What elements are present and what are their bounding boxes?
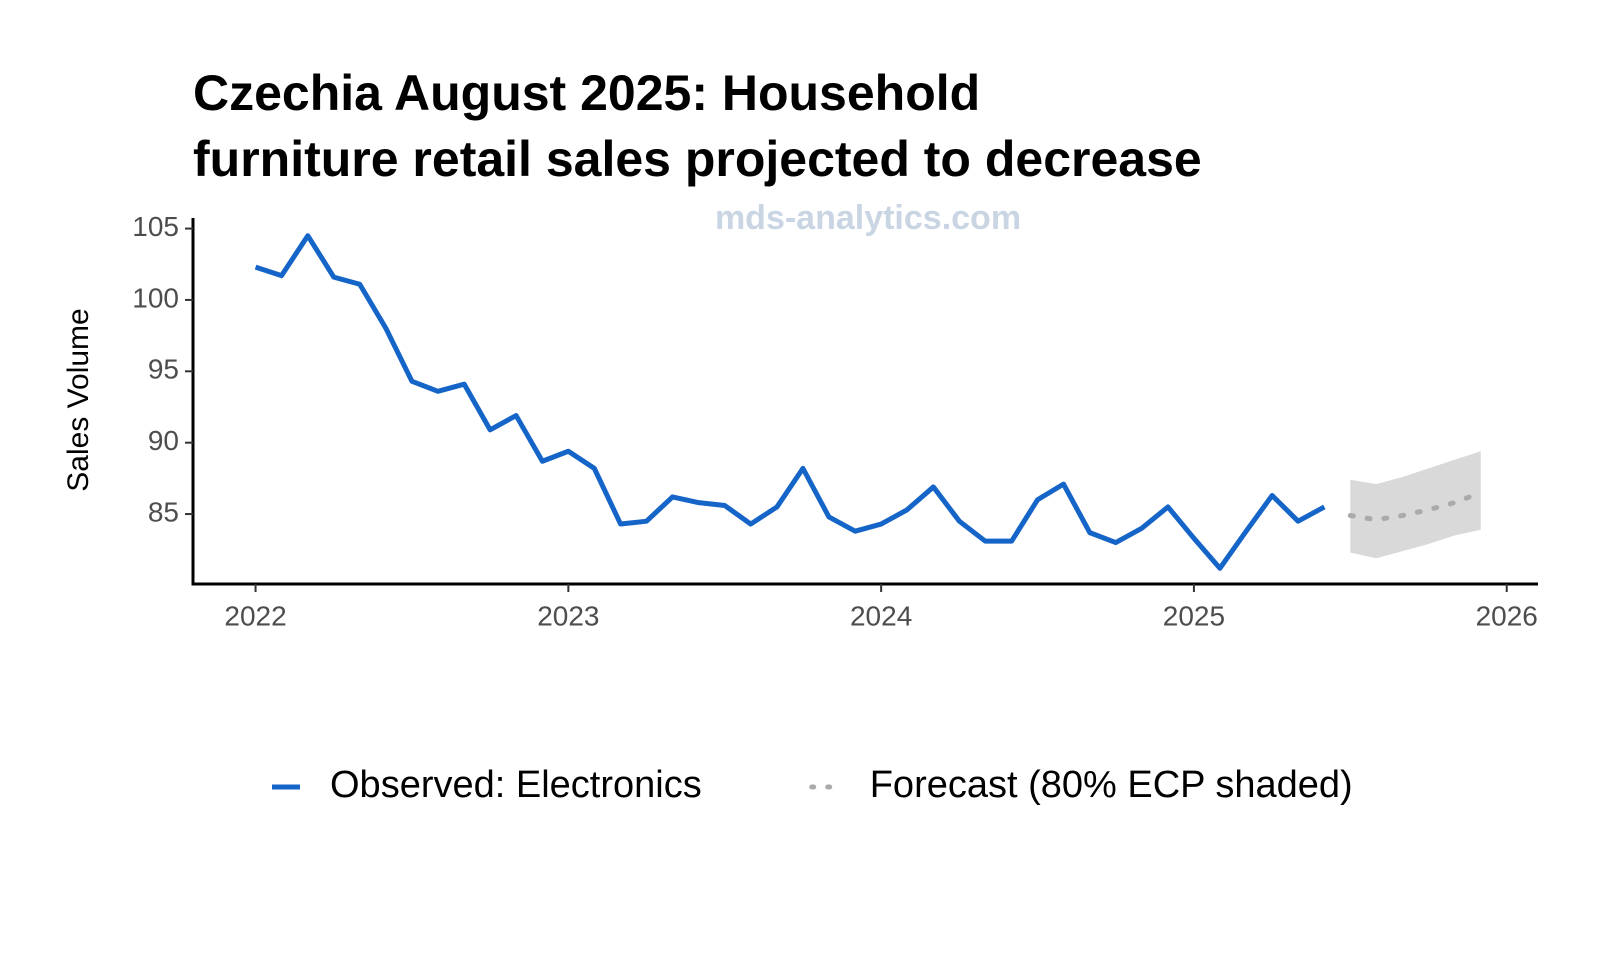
- legend-label: Observed: Electronics: [330, 764, 702, 806]
- series-line: [254, 233, 1326, 571]
- x-tick-label: 2024: [850, 600, 912, 631]
- x-tick-label: 2022: [224, 600, 286, 631]
- y-tick-label: 105: [132, 211, 179, 242]
- legend-label: Forecast (80% ECP shaded): [870, 764, 1353, 806]
- y-tick-label: 100: [132, 282, 179, 313]
- chart-title: furniture retail sales projected to decr…: [193, 131, 1202, 187]
- x-tick-label: 2023: [537, 600, 599, 631]
- watermark: mds-analytics.com: [715, 199, 1021, 237]
- x-tick-label: 2026: [1476, 600, 1538, 631]
- y-tick-label: 85: [148, 496, 179, 527]
- y-tick-label: 90: [148, 425, 179, 456]
- y-tick-label: 95: [148, 354, 179, 385]
- forecast-band: [1350, 451, 1481, 559]
- series-line: [1347, 490, 1484, 523]
- chart-title: Czechia August 2025: Household: [193, 65, 980, 121]
- x-tick-label: 2025: [1163, 600, 1225, 631]
- y-axis-label: Sales Volume: [62, 308, 95, 491]
